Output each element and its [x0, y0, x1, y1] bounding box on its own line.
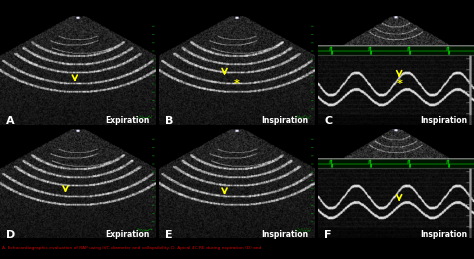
Text: A: A	[6, 117, 15, 126]
Text: *: *	[396, 78, 402, 89]
Text: Inspiration: Inspiration	[420, 229, 468, 239]
Text: D: D	[6, 229, 16, 240]
Text: Expiration: Expiration	[105, 117, 150, 126]
Text: C: C	[324, 117, 332, 126]
Text: Inspiration: Inspiration	[262, 229, 309, 239]
Text: Inspiration: Inspiration	[420, 117, 468, 126]
Text: Inspiration: Inspiration	[262, 117, 309, 126]
Text: F: F	[324, 229, 332, 240]
Text: B: B	[165, 117, 173, 126]
Text: *: *	[234, 78, 240, 89]
Text: E: E	[165, 229, 173, 240]
Text: Expiration: Expiration	[105, 229, 150, 239]
Text: A. Echocardiographic evaluation of RAP using IVC diameter and collapsibility. D.: A. Echocardiographic evaluation of RAP u…	[2, 246, 262, 250]
